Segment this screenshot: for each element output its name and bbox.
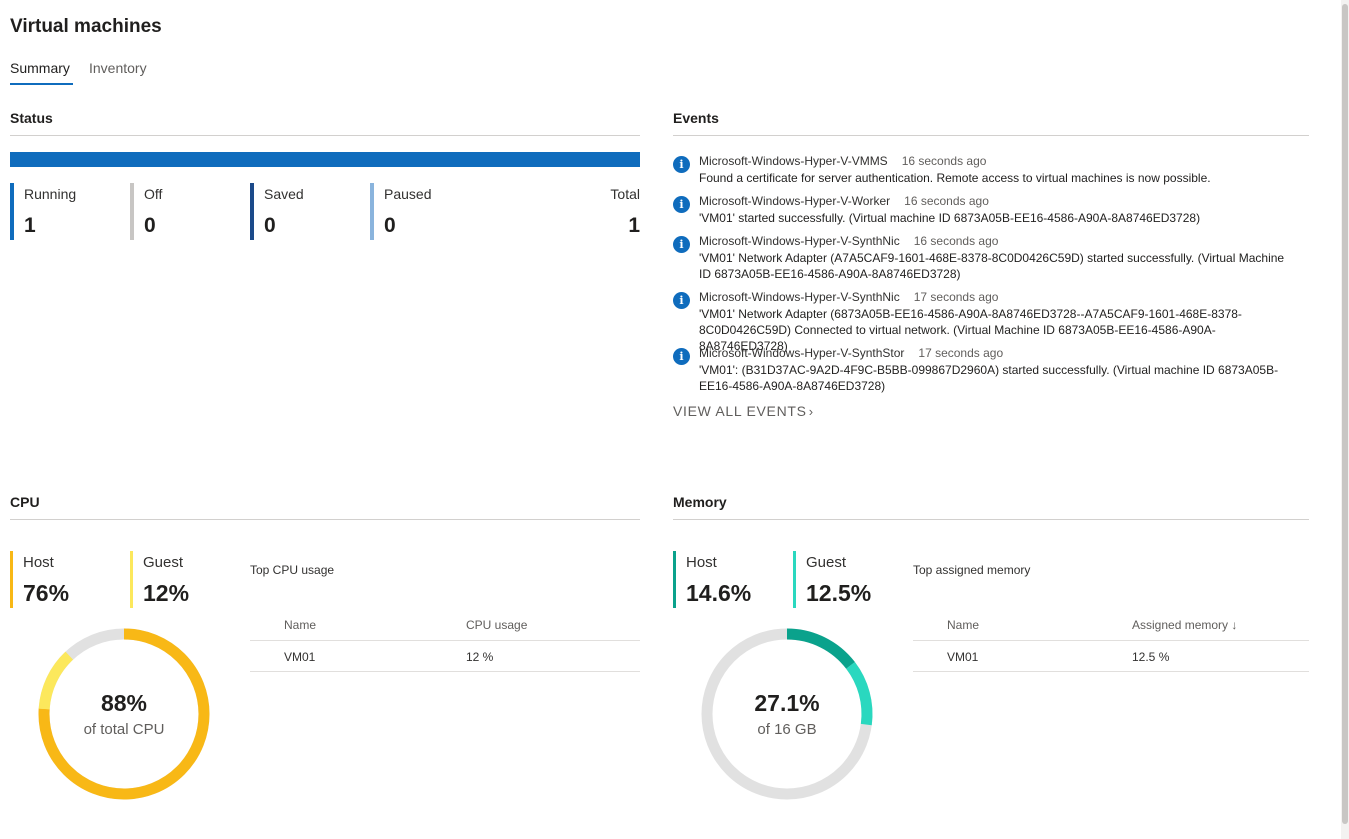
cpu-total-label: of total CPU	[83, 721, 165, 738]
info-icon: i	[673, 156, 690, 173]
cpu-usage-cell: 12 %	[466, 650, 494, 664]
event-source: Microsoft-Windows-Hyper-V-SynthStor	[699, 346, 905, 360]
status-title: Status	[10, 110, 53, 126]
status-off: Off 0	[130, 183, 162, 240]
cpu-donut-chart	[38, 628, 210, 800]
status-paused-value: 0	[384, 214, 396, 237]
status-running: Running 1	[10, 183, 76, 240]
page-title: Virtual machines	[10, 16, 162, 37]
assigned-memory-cell: 12.5 %	[1132, 650, 1170, 664]
event-time: 16 seconds ago	[904, 194, 989, 208]
memory-guest-label: Guest	[806, 554, 847, 571]
event-header: Microsoft-Windows-Hyper-V-SynthStor 17 se…	[699, 346, 1003, 360]
cpu-guest-label: Guest	[143, 554, 184, 571]
table-header: Name Assigned memory ↓	[913, 609, 1309, 641]
memory-donut-host-arc	[701, 628, 873, 800]
tab-summary[interactable]: Summary	[10, 60, 70, 76]
event-time: 17 seconds ago	[913, 290, 999, 304]
cpu-total-value: 88%	[100, 690, 148, 716]
status-saved-label: Saved	[264, 186, 304, 202]
cpu-donut-host-arc	[38, 628, 210, 800]
top-cpu-table: Name CPU usage VM01 12 %	[250, 609, 640, 672]
status-saved: Saved 0	[250, 183, 304, 240]
status-running-value: 1	[24, 214, 36, 237]
cpu-donut-center: 88% of total CPU	[33, 690, 215, 738]
status-paused-label: Paused	[384, 186, 432, 202]
table-row[interactable]: VM01 12.5 %	[913, 641, 1309, 672]
memory-host: Host 14.6%	[673, 551, 751, 608]
column-header-assigned-memory[interactable]: Assigned memory ↓	[1132, 618, 1238, 632]
event-source: Microsoft-Windows-Hyper-V-SynthNic	[699, 290, 900, 304]
event-header: Microsoft-Windows-Hyper-V-Worker 16 secon…	[699, 194, 989, 208]
table-row[interactable]: VM01 12 %	[250, 641, 640, 672]
memory-total-label: of 16 GB	[757, 721, 817, 738]
memory-donut-guest-arc	[701, 628, 873, 800]
cpu-host-label: Host	[23, 554, 54, 571]
events-title: Events	[673, 110, 719, 126]
column-header-cpu-usage[interactable]: CPU usage	[466, 618, 528, 632]
status-total-label: Total	[610, 186, 640, 202]
chevron-right-icon: ›	[808, 404, 814, 419]
status-saved-value: 0	[264, 214, 276, 237]
memory-donut-center: 27.1% of 16 GB	[696, 690, 878, 738]
event-message: 'VM01' Network Adapter (6873A05B-EE16-45…	[699, 307, 1242, 353]
active-tab-indicator	[10, 83, 73, 85]
memory-guest-value: 12.5%	[806, 580, 872, 606]
tab-inventory[interactable]: Inventory	[89, 60, 147, 76]
memory-host-label: Host	[686, 554, 717, 571]
event-header: Microsoft-Windows-Hyper-V-SynthNic 17 sec…	[699, 290, 998, 304]
event-message: Found a certificate for server authentic…	[699, 171, 1211, 185]
status-bar	[10, 152, 640, 167]
status-off-value: 0	[144, 214, 156, 237]
vm-name-cell: VM01	[284, 650, 316, 664]
event-message: 'VM01' Network Adapter (A7A5CAF9-1601-46…	[699, 251, 1285, 281]
status-running-label: Running	[24, 186, 77, 202]
vertical-scrollbar[interactable]	[1341, 0, 1349, 839]
events-divider	[673, 135, 1309, 136]
status-total-value: 1	[628, 214, 640, 237]
cpu-guest-value: 12%	[143, 580, 190, 606]
status-divider	[10, 135, 640, 136]
event-message: 'VM01': (B31D37AC-9A2D-4F9C-B5BB-099867D…	[699, 363, 1279, 393]
info-icon: i	[673, 348, 690, 365]
event-source: Microsoft-Windows-Hyper-V-SynthNic	[699, 234, 900, 248]
info-icon: i	[673, 196, 690, 213]
event-source: Microsoft-Windows-Hyper-V-Worker	[699, 194, 891, 208]
top-cpu-title: Top CPU usage	[250, 563, 335, 577]
status-total: Total 1	[610, 183, 640, 238]
info-icon: i	[673, 236, 690, 253]
memory-host-value: 14.6%	[686, 580, 752, 606]
column-header-name[interactable]: Name	[284, 618, 317, 632]
view-all-events-link[interactable]: VIEW ALL EVENTS ›	[673, 403, 814, 419]
event-time: 17 seconds ago	[918, 346, 1004, 360]
event-header: Microsoft-Windows-Hyper-V-VMMS 16 seconds…	[699, 154, 986, 168]
cpu-title: CPU	[10, 494, 40, 510]
event-header: Microsoft-Windows-Hyper-V-SynthNic 16 sec…	[699, 234, 998, 248]
cpu-host-value: 76%	[23, 580, 70, 606]
status-off-label: Off	[144, 186, 163, 202]
status-paused: Paused 0	[370, 183, 431, 240]
column-header-name[interactable]: Name	[947, 618, 980, 632]
memory-title: Memory	[673, 494, 727, 510]
memory-donut-chart	[701, 628, 873, 800]
event-time: 16 seconds ago	[913, 234, 999, 248]
cpu-host: Host 76%	[10, 551, 69, 608]
top-memory-table: Name Assigned memory ↓ VM01 12.5 %	[913, 609, 1309, 672]
top-memory-title: Top assigned memory	[913, 563, 1031, 577]
memory-total-value: 27.1%	[754, 690, 820, 716]
cpu-divider	[10, 519, 640, 520]
cpu-donut-guest-arc	[38, 628, 210, 800]
event-time: 16 seconds ago	[901, 154, 987, 168]
memory-divider	[673, 519, 1309, 520]
memory-guest: Guest 12.5%	[793, 551, 871, 608]
table-header: Name CPU usage	[250, 609, 640, 641]
cpu-guest: Guest 12%	[130, 551, 189, 608]
event-message: 'VM01' started successfully. (Virtual ma…	[699, 211, 1201, 225]
info-icon: i	[673, 292, 690, 309]
scrollbar-thumb[interactable]	[1342, 4, 1348, 824]
vm-name-cell: VM01	[947, 650, 979, 664]
event-source: Microsoft-Windows-Hyper-V-VMMS	[699, 154, 888, 168]
view-all-events-label: VIEW ALL EVENTS	[673, 403, 807, 419]
